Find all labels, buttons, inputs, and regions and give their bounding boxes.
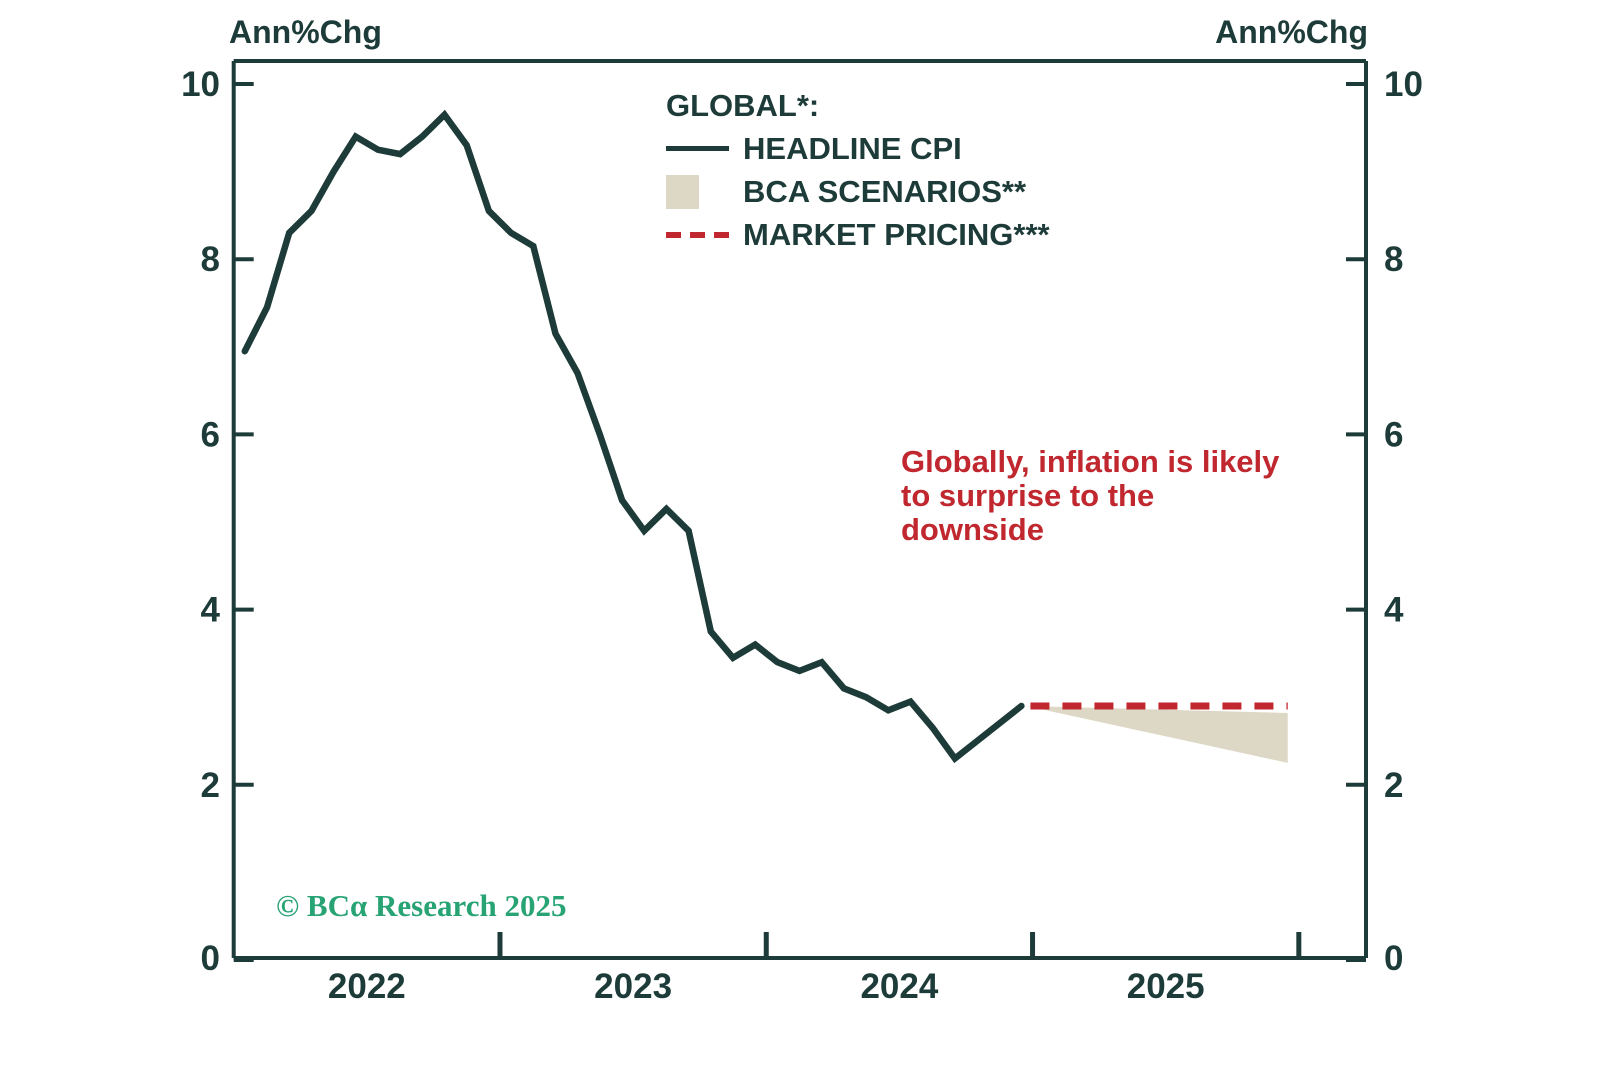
- legend-item-headline-cpi: HEADLINE CPI: [666, 127, 1050, 170]
- y-axis-label-left: 8: [201, 240, 220, 279]
- headline-cpi-line: [241, 109, 1025, 764]
- bca-scenarios-fan: [1026, 705, 1288, 763]
- legend-item-market-pricing: MARKET PRICING***: [666, 213, 1050, 256]
- x-axis-year-label: 2023: [594, 967, 672, 1006]
- annotation-line: to surprise to the: [901, 478, 1155, 513]
- y-axis-label-left: 4: [201, 591, 221, 630]
- copyright-text: © BCα Research 2025: [276, 888, 567, 923]
- y-axis-label-left: 10: [181, 65, 220, 104]
- y-axis-label-left: 6: [201, 415, 220, 454]
- y-axis-label-right: 10: [1384, 65, 1423, 104]
- y-axis-label-left: 2: [201, 766, 220, 805]
- y-axis-label-right: 6: [1384, 415, 1403, 454]
- legend-label-market-pricing: MARKET PRICING***: [743, 216, 1050, 252]
- left-axis-title: Ann%Chg: [229, 14, 382, 50]
- legend-title: GLOBAL*:: [666, 88, 820, 123]
- annotation-line: Globally, inflation is likely: [901, 444, 1280, 479]
- plot-root: 0 0 2 2 4 4 6 6 8 8 10 10 2022 2023 2024 2025: [181, 59, 1423, 1006]
- axes-frame: [231, 59, 1368, 960]
- filled-area-swatch: [666, 174, 699, 209]
- y-axis-label-left: 0: [201, 939, 220, 978]
- legend-label-bca-scenarios: BCA SCENARIOS**: [743, 173, 1027, 209]
- x-axis-year-label: 2024: [860, 967, 938, 1006]
- y-axis-label-right: 0: [1384, 939, 1403, 978]
- dashed-line-swatch: [666, 231, 729, 238]
- x-axis-year-label: 2022: [328, 967, 406, 1006]
- x-axis-year-label: 2025: [1127, 967, 1205, 1006]
- y-axis-label-right: 8: [1384, 240, 1403, 279]
- legend-label-headline-cpi: HEADLINE CPI: [743, 130, 962, 166]
- right-axis-title: Ann%Chg: [1215, 14, 1368, 50]
- y-axis-label-right: 2: [1384, 766, 1403, 805]
- annotation-text: Globally, inflation is likely to surpris…: [901, 445, 1279, 547]
- y-axis-label-right: 4: [1384, 591, 1404, 630]
- chart-legend: GLOBAL*: HEADLINE CPI BCA SCENARIOS** MA…: [666, 88, 1050, 256]
- annotation-line: downside: [901, 512, 1044, 547]
- solid-line-swatch: [666, 146, 729, 151]
- legend-item-bca-scenarios: BCA SCENARIOS**: [666, 170, 1050, 213]
